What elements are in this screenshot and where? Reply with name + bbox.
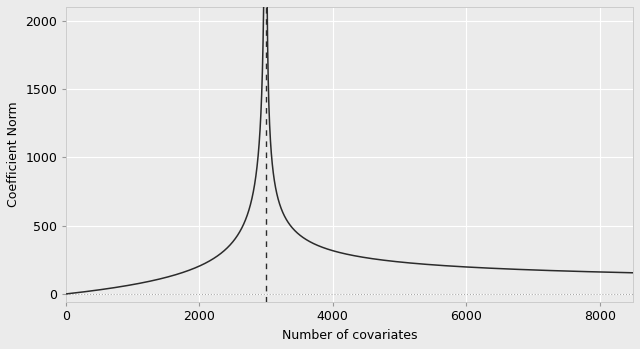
Y-axis label: Coefficient Norm: Coefficient Norm	[7, 102, 20, 207]
X-axis label: Number of covariates: Number of covariates	[282, 329, 417, 342]
